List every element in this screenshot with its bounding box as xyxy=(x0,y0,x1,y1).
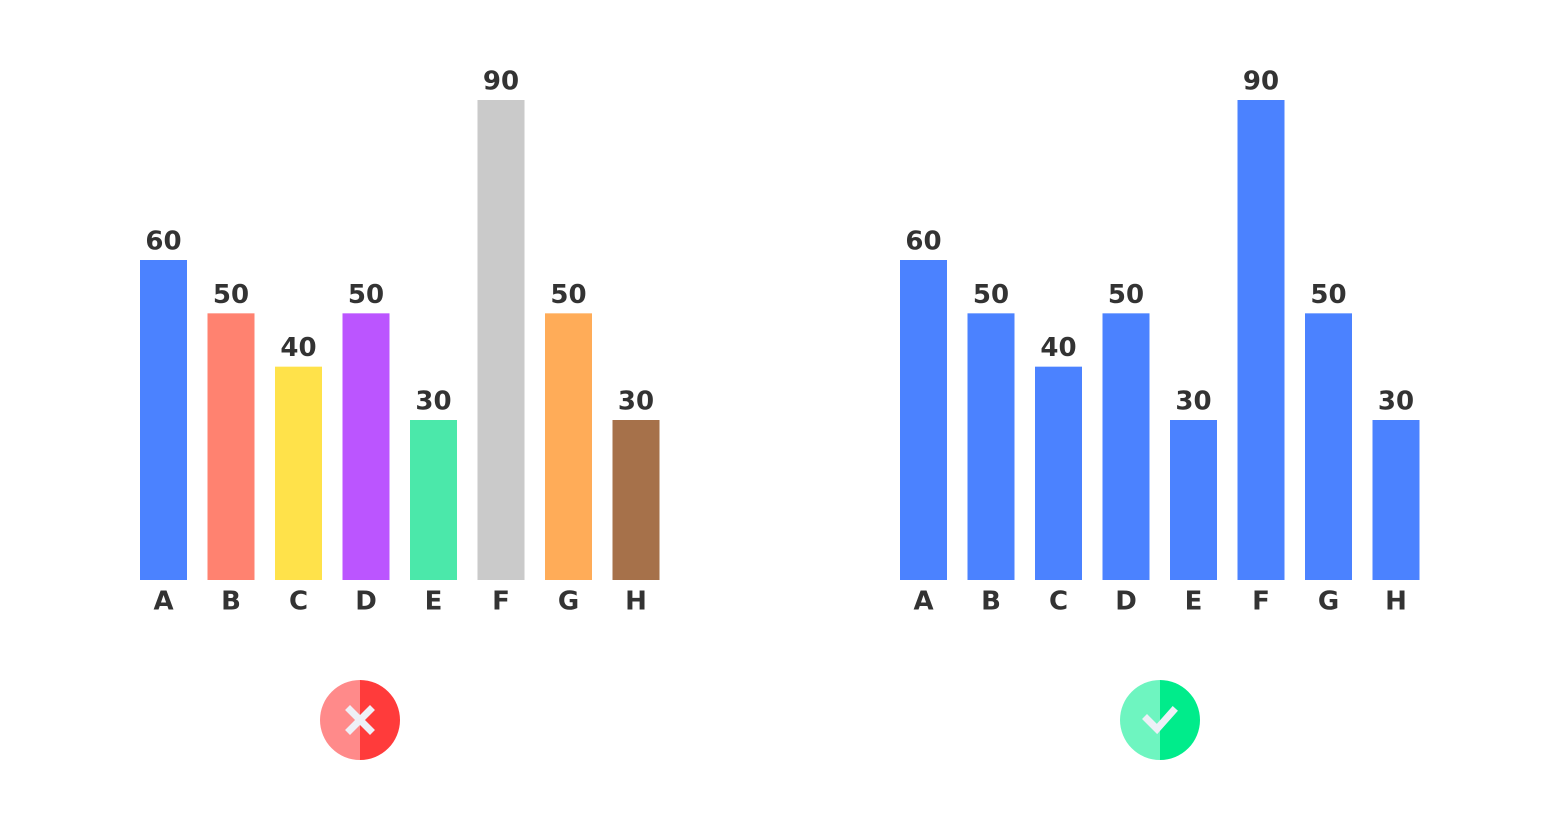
bar xyxy=(612,420,660,580)
value-label: 50 xyxy=(1108,280,1144,310)
x-tick-label: D xyxy=(1115,587,1137,617)
x-tick-label: H xyxy=(1385,587,1407,617)
x-tick-label: C xyxy=(1049,587,1068,617)
bar xyxy=(1102,313,1150,580)
value-label: 40 xyxy=(280,333,316,363)
value-label: 50 xyxy=(973,280,1009,310)
value-label: 40 xyxy=(1040,333,1076,363)
x-tick-label: F xyxy=(492,587,510,617)
bar xyxy=(1305,313,1352,580)
value-label: 30 xyxy=(415,387,451,417)
bar xyxy=(1372,420,1420,580)
bar xyxy=(967,313,1015,580)
value-label: 30 xyxy=(1378,387,1414,417)
x-tick-label: C xyxy=(289,587,308,617)
value-label: 30 xyxy=(1175,387,1211,417)
bar xyxy=(410,420,457,580)
x-tick-label: G xyxy=(1318,587,1339,617)
bar xyxy=(900,260,947,580)
x-tick-label: H xyxy=(625,587,647,617)
x-tick-label: F xyxy=(1252,587,1270,617)
value-label: 60 xyxy=(905,227,941,257)
bar xyxy=(342,313,390,580)
value-label: 50 xyxy=(550,280,586,310)
value-label: 50 xyxy=(348,280,384,310)
x-tick-label: A xyxy=(913,587,933,617)
bar xyxy=(207,313,255,580)
value-label: 90 xyxy=(483,67,519,97)
bar xyxy=(545,313,592,580)
value-label: 50 xyxy=(213,280,249,310)
x-tick-label: D xyxy=(355,587,377,617)
wrong-icon xyxy=(320,680,400,760)
value-label: 90 xyxy=(1243,67,1279,97)
x-tick-label: E xyxy=(425,587,443,617)
bar xyxy=(140,260,187,580)
value-label: 60 xyxy=(145,227,181,257)
bar xyxy=(1170,420,1217,580)
bar xyxy=(1035,366,1082,580)
bar xyxy=(1237,100,1285,580)
x-tick-label: B xyxy=(221,587,241,617)
bar xyxy=(275,366,322,580)
value-label: 50 xyxy=(1310,280,1346,310)
x-tick-label: E xyxy=(1185,587,1203,617)
right-icon xyxy=(1120,680,1200,760)
value-label: 30 xyxy=(618,387,654,417)
x-tick-label: G xyxy=(558,587,579,617)
x-tick-label: A xyxy=(153,587,173,617)
bar xyxy=(477,100,525,580)
x-tick-label: B xyxy=(981,587,1001,617)
